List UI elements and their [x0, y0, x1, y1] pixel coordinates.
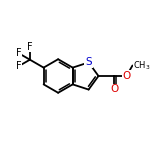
Text: F: F: [16, 48, 21, 58]
Text: F: F: [27, 42, 33, 52]
Text: O: O: [110, 84, 118, 94]
Text: CH$_3$: CH$_3$: [133, 59, 151, 72]
Text: F: F: [16, 61, 21, 71]
Text: O: O: [122, 71, 131, 81]
Text: S: S: [85, 57, 92, 67]
